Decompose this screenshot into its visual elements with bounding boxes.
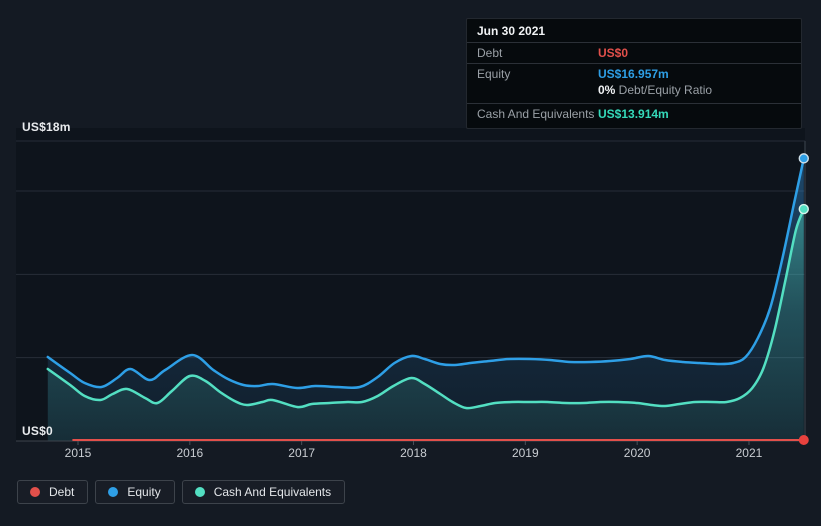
tooltip-equity-label: Equity	[477, 67, 511, 81]
cash-endpoint-marker[interactable]	[798, 203, 809, 215]
tooltip-debt-equity-ratio: 0% Debt/Equity Ratio	[598, 83, 713, 97]
chart-tooltip: Jun 30 2021 Debt US$0 Equity US$16.957m …	[466, 18, 802, 129]
y-axis-label-zero: US$0	[22, 424, 53, 438]
tooltip-row-debt: Debt US$0	[467, 43, 801, 64]
chart-legend: Debt Equity Cash And Equivalents	[17, 480, 346, 504]
x-axis-label-2021: 2021	[735, 446, 763, 460]
x-axis-label-2019: 2019	[511, 446, 539, 460]
x-axis-label-2016: 2016	[176, 446, 204, 460]
equity-area	[47, 158, 804, 441]
equity-endpoint-marker[interactable]	[798, 153, 809, 164]
tooltip-row-cash: Cash And Equivalents US$13.914m	[467, 104, 801, 128]
x-axis-label-2018: 2018	[400, 446, 427, 460]
equity-line[interactable]	[46, 157, 806, 390]
tooltip-debt-value: US$0	[598, 46, 629, 60]
cash-series-dot-icon	[194, 487, 205, 497]
tooltip-row-equity: Equity US$16.957m 0% Debt/Equity Ratio	[467, 64, 801, 104]
x-axis-label-2017: 2017	[288, 446, 316, 460]
tooltip-cash-label: Cash And Equivalents	[477, 107, 595, 121]
x-axis-label-2020: 2020	[623, 446, 651, 460]
x-axis-label-2015: 2015	[64, 446, 92, 460]
cash-and-equivalents-area	[47, 209, 804, 441]
legend-equity-label: Equity	[127, 485, 161, 499]
legend-cash-label: Cash And Equivalents	[213, 485, 332, 499]
debt-endpoint-marker[interactable]	[798, 435, 809, 445]
legend-debt-label: Debt	[49, 485, 75, 499]
tooltip-equity-value: US$16.957m	[598, 67, 669, 81]
tooltip-cash-value: US$13.914m	[598, 107, 669, 121]
legend-item-cash[interactable]: Cash And Equivalents	[181, 480, 346, 504]
debt-series-dot-icon	[30, 487, 40, 497]
y-axis-label-max: US$18m	[22, 120, 71, 134]
equity-series-dot-icon	[108, 487, 119, 497]
tooltip-date: Jun 30 2021	[467, 19, 801, 43]
legend-item-debt[interactable]: Debt	[17, 480, 89, 504]
legend-item-equity[interactable]: Equity	[95, 480, 175, 504]
cash-and-equivalents-line[interactable]	[46, 207, 806, 410]
tooltip-debt-label: Debt	[477, 46, 503, 60]
